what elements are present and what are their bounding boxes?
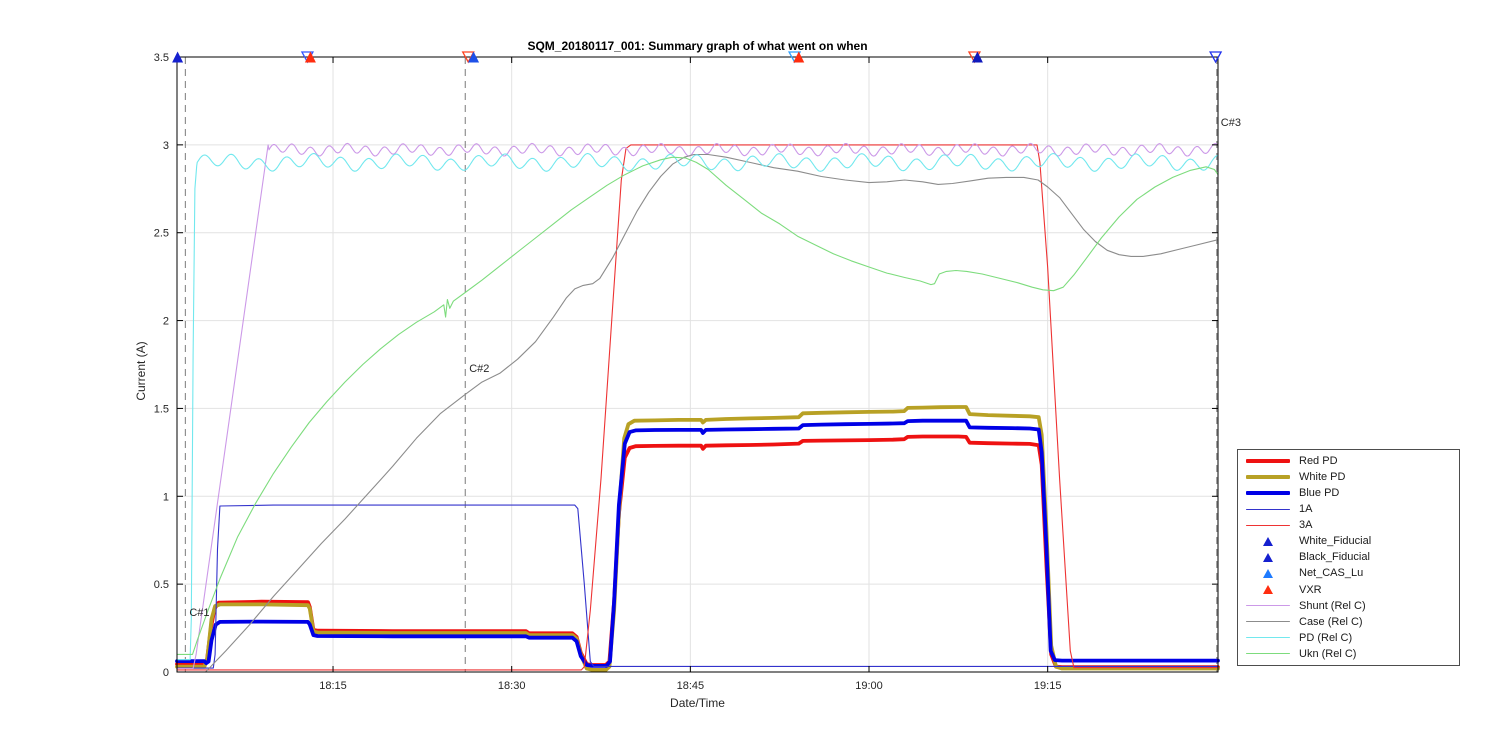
y-tick-label: 3.5 [154,52,169,64]
triangle-marker-icon [1246,536,1290,546]
cursor-label-c1: C#1 [189,607,210,619]
x-tick-label: 18:15 [319,680,347,692]
legend-entry-label: 3A [1299,519,1313,532]
marker-cursor-marker [1209,51,1223,64]
legend-entry-label: Shunt (Rel C) [1299,599,1366,612]
legend-entry-red-pd: Red PD [1238,454,1459,469]
cursor-label-c3: C#3 [1220,116,1241,129]
triangle-marker-icon [1246,585,1290,595]
legend-entry-label: 1A [1299,503,1313,516]
series-1a [176,504,1219,669]
legend-entry-label: PD (Rel C) [1299,631,1353,644]
cursor-lines [184,57,1218,672]
x-axis-label: Date/Time [670,696,725,710]
y-tick-label: 0 [163,667,169,679]
series-lines [175,142,1220,673]
marker-black_fiducial [971,51,983,63]
x-tick-label: 18:30 [498,680,526,692]
series-ukn-rel-c- [176,156,1219,655]
legend-entry-label: Red PD [1299,455,1338,468]
triangle-marker-icon [1246,552,1290,562]
x-tick-label: 19:15 [1034,680,1062,692]
line-sample-icon [1246,459,1290,464]
legend-entry-shunt-rel-c-: Shunt (Rel C) [1238,598,1459,613]
series-case-rel-c- [205,153,1219,673]
legend-entry-label: VXR [1299,583,1322,596]
legend-entry-white-fiducial: White_Fiducial [1238,534,1459,549]
marker-vxr [304,51,316,63]
legend-entry-blue-pd: Blue PD [1238,486,1459,501]
line-sample-icon [1246,491,1290,496]
y-tick-label: 2 [163,316,169,328]
legend-entry-label: Case (Rel C) [1299,615,1363,628]
y-tick-label: 1.5 [154,403,169,415]
legend-entry-label: Net_CAS_Lu [1299,567,1364,580]
triangle-marker-icon [1246,568,1290,578]
legend-entry-label: White PD [1299,471,1346,484]
legend-entry-label: Blue PD [1299,487,1340,500]
chart-title: SQM_20180117_001: Summary graph of what … [527,39,868,53]
y-tick-label: 3 [163,140,169,152]
line-sample-icon [1246,475,1290,480]
legend-entry-pd-rel-c-: PD (Rel C) [1238,630,1459,645]
line-sample-icon [1246,621,1290,623]
series-blue-pd [175,418,1220,668]
legend-entry-label: White_Fiducial [1299,535,1372,548]
y-tick-label: 0.5 [154,579,169,591]
line-sample-icon [1246,508,1290,510]
x-tick-label: 18:45 [677,680,705,692]
marker-white_fiducial [172,51,184,63]
legend-entry-net-cas-lu: Net_CAS_Lu [1238,566,1459,581]
series-3a [176,144,1219,671]
line-sample-icon [1246,524,1290,526]
y-tick-label: 1 [163,491,169,503]
legend-entry-ukn-rel-c-: Ukn (Rel C) [1238,646,1459,661]
legend-entry-case-rel-c-: Case (Rel C) [1238,614,1459,629]
line-sample-icon [1246,637,1290,639]
y-tick-label: 2.5 [154,228,169,240]
fiducial-markers [172,51,1223,64]
series-white-pd [175,405,1220,672]
legend-entry-label: Black_Fiducial [1299,551,1370,564]
marker-vxr [793,51,805,63]
legend-entry-label: Ukn (Rel C) [1299,647,1357,660]
axes: 18:15 18:30 18:45 19:00 19:15 0 0.5 1 1.5 2 2.5 3 3.… [154,52,1219,692]
legend-entry-1a: 1A [1238,502,1459,517]
legend-box: Red PD White PD Blue PD 1A 3A White_Fiducial B… [1237,449,1460,666]
x-tick-label: 19:00 [855,680,883,692]
legend-entry-black-fiducial: Black_Fiducial [1238,550,1459,565]
legend-entry-3a: 3A [1238,518,1459,533]
line-sample-icon [1246,653,1290,655]
cursor-label-c2: C#2 [469,362,490,375]
legend-entry-white-pd: White PD [1238,470,1459,485]
legend-entry-vxr: VXR [1238,582,1459,597]
series-pd-rel-c- [176,152,1219,661]
marker-black_fiducial [468,51,480,63]
line-sample-icon [1246,605,1290,607]
